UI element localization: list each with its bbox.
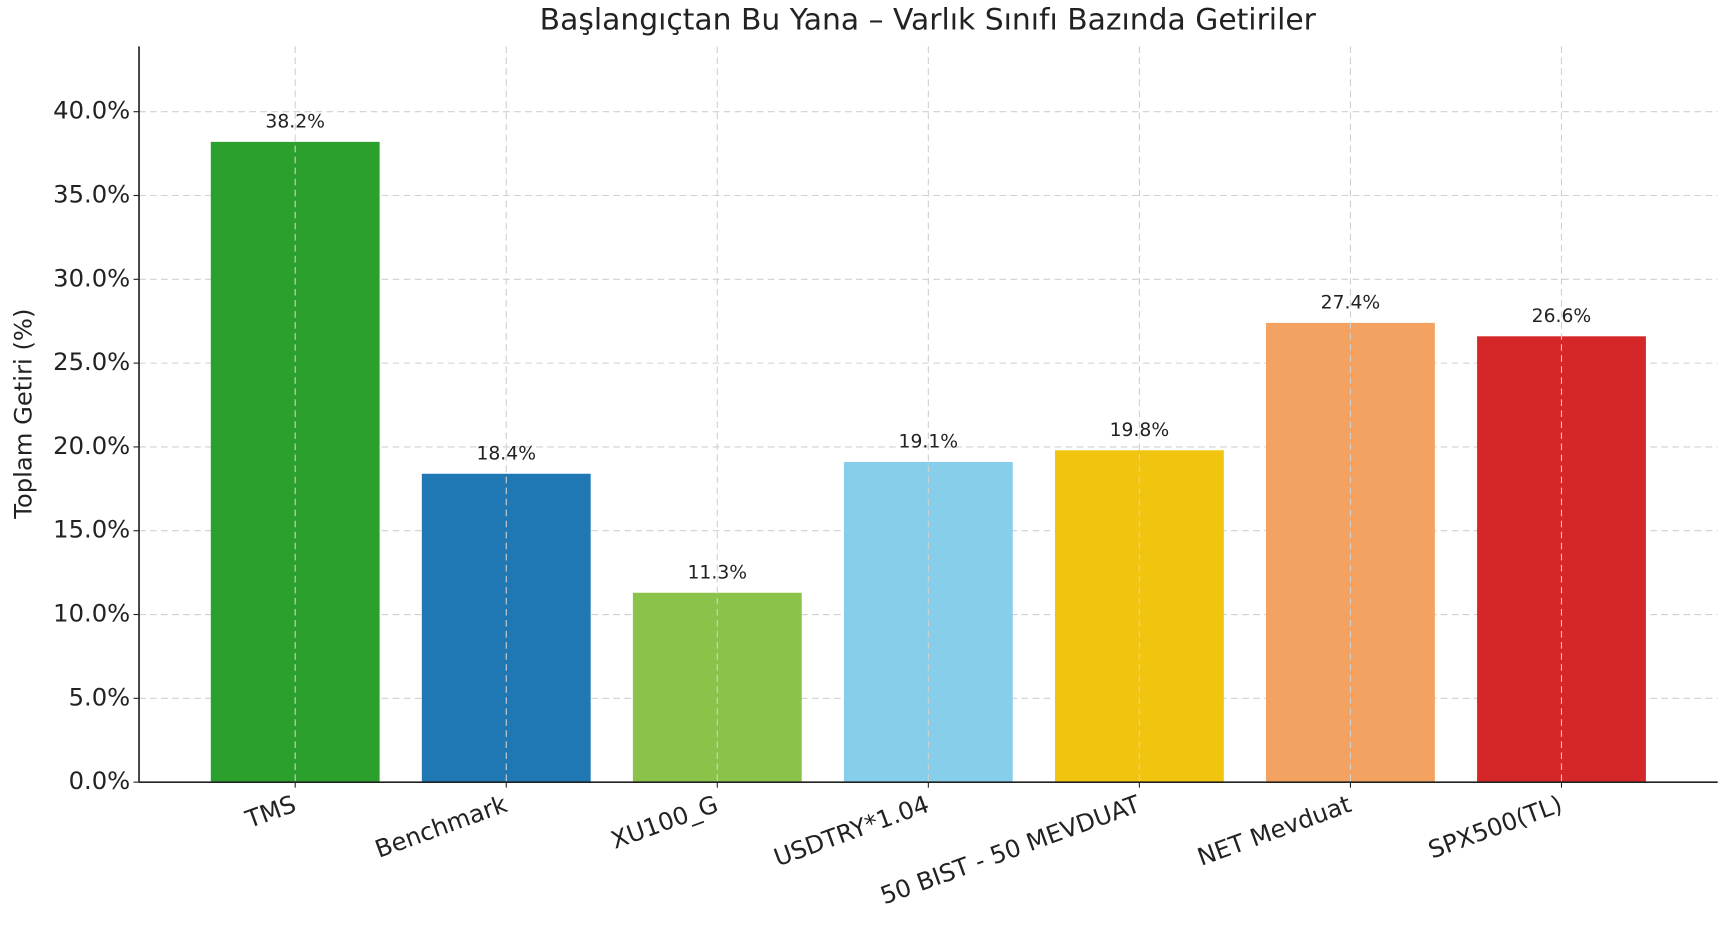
- x-tick-label: Benchmark: [371, 789, 511, 863]
- chart-title: Başlangıçtan Bu Yana – Varlık Sınıfı Baz…: [540, 2, 1317, 37]
- y-tick-label: 5.0%: [69, 682, 131, 711]
- y-tick-label: 20.0%: [53, 431, 130, 460]
- value-label: 19.1%: [899, 432, 959, 453]
- y-tick-label: 25.0%: [53, 347, 130, 376]
- y-tick-label: 0.0%: [69, 766, 131, 795]
- x-tick-label: USDTRY*1.04: [770, 789, 933, 872]
- value-label: 26.6%: [1532, 306, 1592, 327]
- y-tick-label: 15.0%: [53, 515, 130, 544]
- value-label: 11.3%: [688, 562, 748, 583]
- y-tick-label: 40.0%: [53, 96, 130, 125]
- y-tick-label: 35.0%: [53, 180, 130, 209]
- x-tick-label: TMS: [241, 789, 300, 834]
- value-label: 27.4%: [1321, 293, 1381, 314]
- x-tick-label: SPX500(TL): [1424, 789, 1566, 864]
- x-tick-label: XU100_G: [607, 789, 722, 854]
- x-tick-label: NET Mevduat: [1193, 789, 1355, 871]
- value-label: 38.2%: [265, 112, 325, 133]
- value-label: 19.8%: [1110, 420, 1170, 441]
- y-tick-label: 30.0%: [53, 263, 130, 292]
- bar: [1054, 450, 1224, 783]
- y-tick-label: 10.0%: [53, 599, 130, 628]
- y-axis-label: Toplam Getiri (%): [8, 309, 37, 520]
- value-label: 18.4%: [476, 443, 536, 464]
